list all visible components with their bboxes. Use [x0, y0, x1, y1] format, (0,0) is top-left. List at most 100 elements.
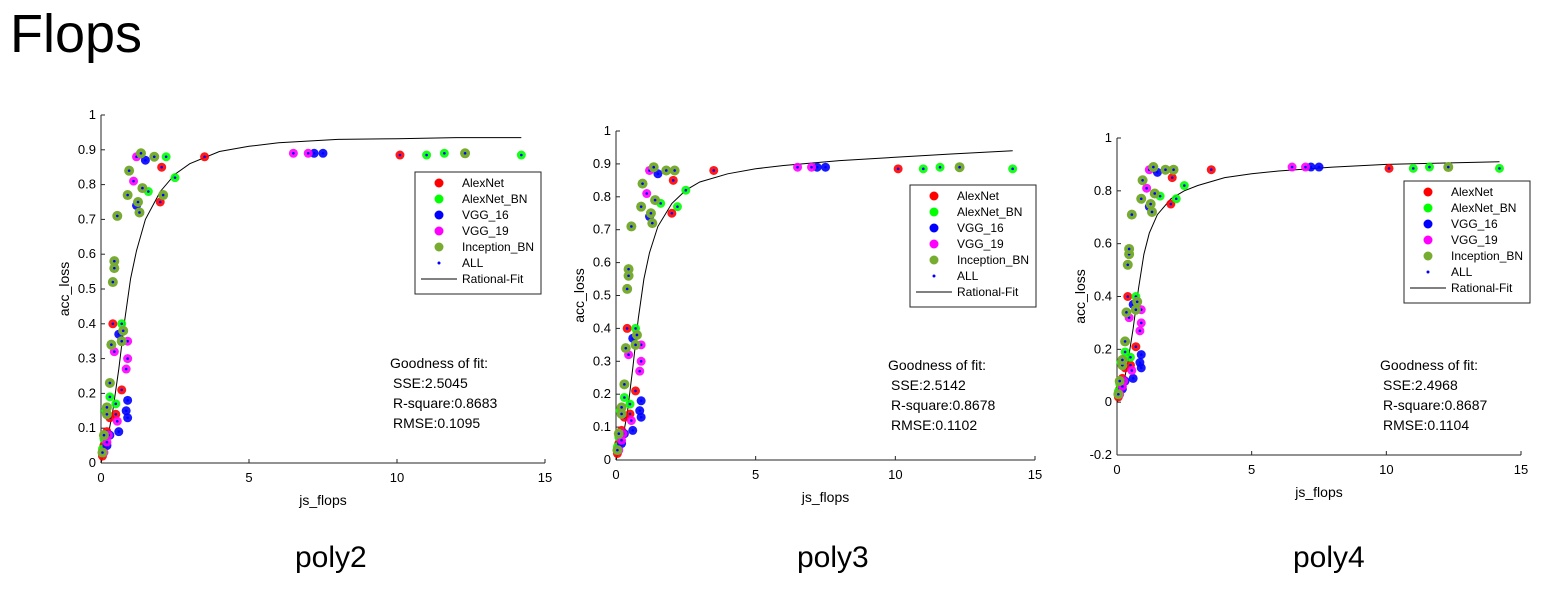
- legend-label: Inception_BN: [957, 253, 1029, 267]
- x-axis-label: js_flops: [801, 489, 849, 505]
- y-axis-label: acc_loss: [1072, 269, 1088, 323]
- legend-label: Inception_BN: [1451, 249, 1523, 263]
- y-tick-label: 1: [604, 123, 611, 138]
- x-axis-label: js_flops: [298, 492, 346, 508]
- data-point-all: [628, 402, 632, 406]
- caption-poly4: poly4: [1293, 541, 1365, 574]
- caption-poly2: poly2: [295, 541, 367, 574]
- y-tick-label: 0: [604, 452, 611, 467]
- data-point-all: [1170, 176, 1174, 179]
- y-tick-label: 0.7: [78, 211, 96, 226]
- data-point-all: [1121, 358, 1124, 362]
- data-point-all: [1139, 197, 1143, 201]
- x-tick-label: 15: [1028, 467, 1042, 482]
- data-point-all: [1317, 165, 1321, 169]
- y-tick-label: 0.9: [593, 156, 611, 171]
- y-tick-label: 0: [1105, 394, 1112, 409]
- data-point-all: [1117, 392, 1120, 396]
- x-tick-label: 10: [1379, 462, 1393, 477]
- y-tick-label: 0.8: [593, 189, 611, 204]
- data-point-all: [1498, 167, 1501, 170]
- data-point-all: [120, 322, 124, 326]
- legend-label: Rational-Fit: [462, 272, 524, 286]
- gof-heading: Goodness of fit:: [888, 357, 986, 373]
- data-point-all: [147, 190, 150, 193]
- data-point-all: [111, 322, 115, 326]
- legend-label: ALL: [1451, 265, 1473, 279]
- data-point-all: [105, 406, 109, 409]
- data-point-all: [110, 343, 113, 346]
- data-point-all: [796, 165, 799, 169]
- legend-label: VGG_16: [462, 208, 509, 222]
- y-tick-label: 0.4: [1094, 289, 1112, 304]
- legend-label: VGG_19: [957, 237, 1004, 251]
- data-point-all: [1134, 308, 1138, 312]
- data-point-all: [101, 451, 104, 454]
- data-point-all: [1127, 247, 1131, 251]
- data-point-all: [126, 193, 129, 197]
- data-point-all: [136, 200, 140, 204]
- legend-marker-alexnet: [1423, 187, 1433, 197]
- y-tick-label: 0.3: [593, 353, 611, 368]
- y-tick-label: 0.1: [593, 419, 611, 434]
- gof-sse: SSE:2.5142: [891, 377, 966, 393]
- legend-label: ALL: [462, 256, 484, 270]
- data-point-all: [312, 151, 316, 155]
- y-tick-label: 0.2: [593, 386, 611, 401]
- y-tick-label: 0.5: [78, 281, 96, 296]
- gof-sse: SSE:2.4968: [1383, 377, 1458, 393]
- x-tick-label: 0: [612, 467, 619, 482]
- data-point-all: [671, 179, 675, 182]
- data-point-all: [1121, 385, 1124, 388]
- data-point-all: [651, 221, 654, 225]
- data-point-all: [1134, 345, 1138, 348]
- data-point-all: [173, 176, 177, 179]
- data-point-all: [126, 399, 129, 402]
- x-tick-label: 10: [888, 467, 902, 482]
- x-tick-label: 5: [1248, 462, 1255, 477]
- data-point-all: [645, 192, 649, 195]
- data-point-all: [620, 438, 623, 442]
- data-point-all: [1135, 300, 1139, 304]
- data-point-all: [1428, 165, 1431, 169]
- fit-curve: [615, 150, 1013, 461]
- data-point-all: [115, 214, 119, 218]
- data-point-all: [620, 406, 623, 409]
- data-point-all: [425, 153, 428, 157]
- data-point-all: [1152, 165, 1155, 169]
- data-point-all: [463, 151, 467, 155]
- x-tick-label: 15: [538, 470, 552, 485]
- data-point-all: [1138, 361, 1142, 364]
- data-point-all: [120, 339, 124, 343]
- data-point-all: [1123, 350, 1127, 354]
- data-point-all: [124, 409, 128, 413]
- data-point-all: [1304, 165, 1307, 169]
- data-point-all: [676, 205, 679, 208]
- data-point-all: [1150, 210, 1154, 214]
- legend-marker-inception-bn: [1423, 251, 1433, 261]
- data-point-all: [138, 211, 141, 214]
- legend-marker-alexnet-bn: [1423, 203, 1433, 213]
- legend-marker-alexnet-bn: [434, 194, 444, 204]
- x-tick-label: 0: [97, 470, 104, 485]
- y-tick-label: 0.5: [593, 288, 611, 303]
- legend-label: Inception_BN: [462, 240, 534, 254]
- data-point-all: [641, 182, 644, 185]
- data-point-all: [1164, 168, 1167, 171]
- legend-marker-all: [1426, 270, 1430, 274]
- data-point-all: [620, 412, 623, 416]
- data-point-all: [203, 155, 206, 159]
- y-tick-label: 0.4: [78, 316, 96, 331]
- x-tick-label: 5: [245, 470, 252, 485]
- y-tick-label: 0.2: [1094, 341, 1112, 356]
- data-point-all: [631, 429, 635, 432]
- data-point-all: [623, 396, 626, 399]
- data-point-all: [628, 412, 632, 416]
- data-point-all: [1156, 171, 1159, 174]
- data-point-all: [810, 165, 813, 169]
- data-point-all: [132, 179, 135, 183]
- data-point-all: [1145, 186, 1148, 190]
- x-tick-label: 15: [1514, 462, 1528, 477]
- legend-label: VGG_19: [462, 224, 509, 238]
